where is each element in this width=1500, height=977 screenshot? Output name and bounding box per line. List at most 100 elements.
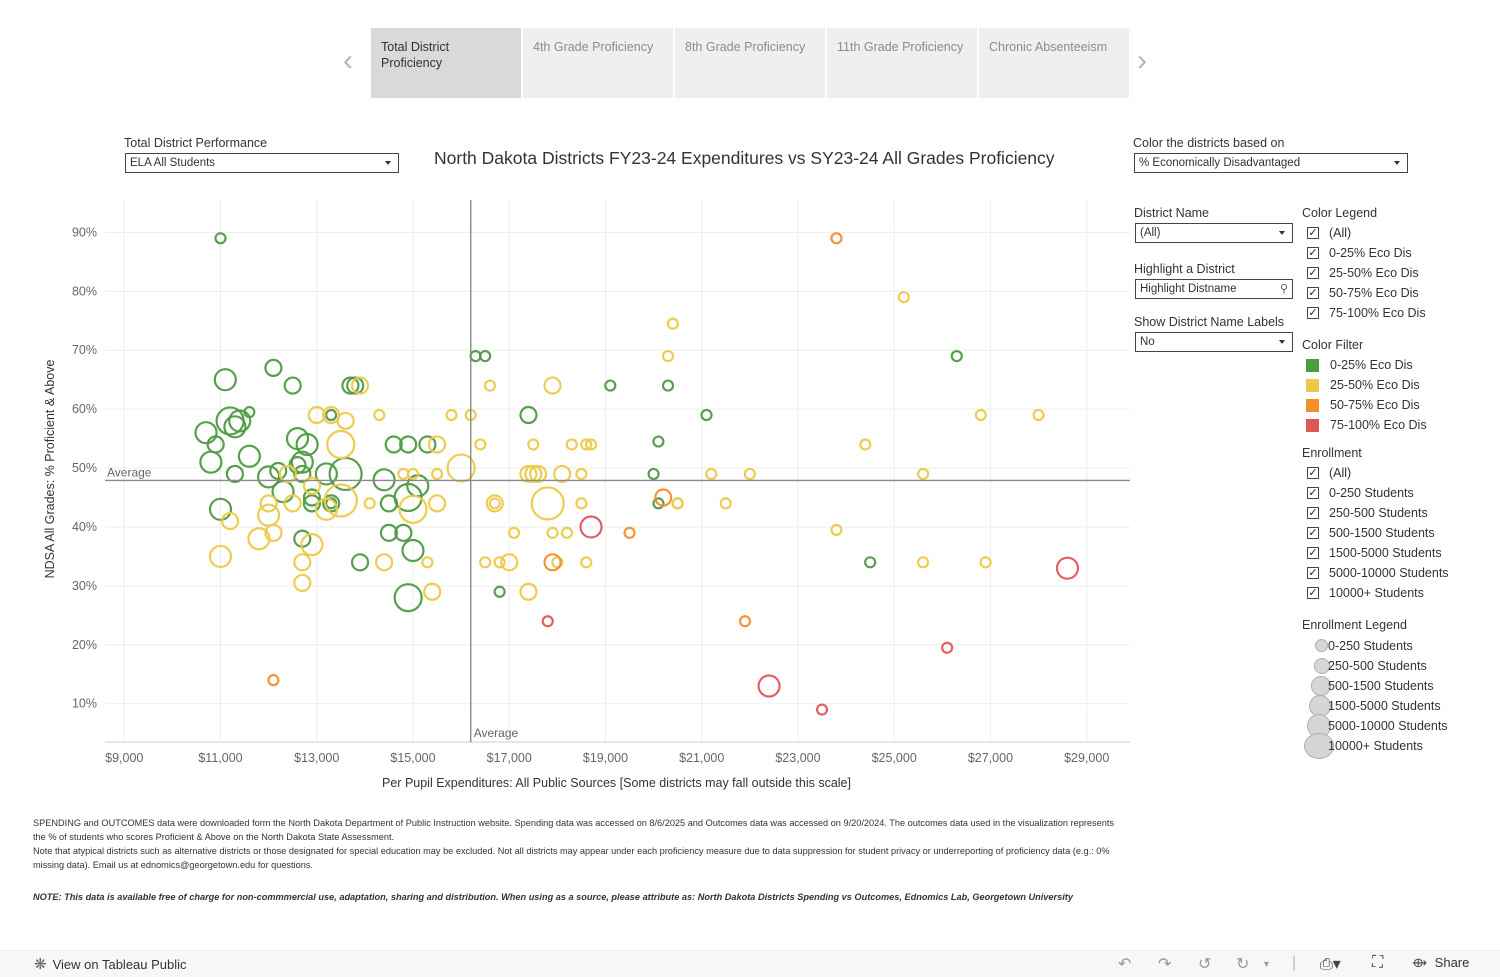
color-legend-item[interactable]: ✓ (All) <box>1307 226 1352 240</box>
data-point <box>363 497 376 510</box>
y-tick-label: 60% <box>72 402 97 416</box>
data-point <box>479 556 492 569</box>
color-legend-item[interactable]: ✓ 25-50% Eco Dis <box>1307 266 1419 280</box>
chevron-down-icon <box>1279 340 1285 344</box>
data-point <box>393 583 423 613</box>
data-point <box>237 444 261 468</box>
tab-total-district-proficiency[interactable]: Total District Proficiency <box>371 28 521 98</box>
x-tick-label: $17,000 <box>487 751 532 765</box>
checkbox-icon: ✓ <box>1307 307 1319 319</box>
download-icon[interactable]: ⎙▾ <box>1320 956 1341 973</box>
highlight-input[interactable]: Highlight Distname ⚲ <box>1135 279 1293 299</box>
color-by-label: Color the districts based on <box>1133 136 1285 150</box>
undo-icon[interactable]: ↶ <box>1118 956 1132 973</box>
enrollment-item[interactable]: ✓ 10000+ Students <box>1307 586 1424 600</box>
data-point <box>401 538 425 563</box>
district-name-label: District Name <box>1134 206 1210 220</box>
data-point <box>427 494 447 513</box>
x-axis-title: Per Pupil Expenditures: All Public Sourc… <box>382 776 851 790</box>
color-legend-item[interactable]: ✓ 75-100% Eco Dis <box>1307 306 1426 320</box>
data-point <box>979 556 992 569</box>
enrollment-list: ✓ (All) ✓ 0-250 Students ✓ 250-500 Students… <box>1307 463 1449 603</box>
enrollment-item[interactable]: ✓ (All) <box>1307 466 1352 480</box>
show-labels-label: Show District Name Labels <box>1134 315 1285 329</box>
fullscreen-icon[interactable]: ⛶ <box>1372 954 1384 971</box>
data-point <box>469 350 482 363</box>
data-point <box>418 435 437 454</box>
average-label-vertical: Average <box>474 726 519 740</box>
enrollment-legend-item: 5000-10000 Students <box>1302 714 1462 738</box>
performance-filter-label: Total District Performance <box>124 136 268 150</box>
data-point <box>293 464 312 484</box>
chart-title: North Dakota Districts FY23-24 Expenditu… <box>434 148 1055 168</box>
divider-icon: | <box>1292 954 1297 971</box>
data-point <box>213 368 237 392</box>
data-point <box>322 494 341 513</box>
tab-chronic-absenteeism[interactable]: Chronic Absenteeism <box>979 28 1129 98</box>
show-labels-select[interactable]: No <box>1135 332 1293 352</box>
show-labels-value: No <box>1140 336 1155 348</box>
view-on-tableau-link[interactable]: ❋ View on Tableau Public <box>34 956 187 973</box>
tab-8th-grade-proficiency[interactable]: 8th Grade Proficiency <box>675 28 825 98</box>
tab-11th-grade-proficiency[interactable]: 11th Grade Proficiency <box>827 28 977 98</box>
bottom-toolbar <box>0 950 1500 977</box>
x-tick-label: $19,000 <box>583 751 628 765</box>
performance-filter-select[interactable]: ELA All Students <box>125 153 399 173</box>
x-tick-label: $29,000 <box>1064 751 1109 765</box>
data-point <box>228 409 252 433</box>
share-button[interactable]: ⟴ Share <box>1412 955 1470 970</box>
data-point <box>259 494 278 513</box>
prev-tab-chevron-left-icon[interactable]: ‹ <box>343 44 353 77</box>
enrollment-item[interactable]: ✓ 1500-5000 Students <box>1307 546 1442 560</box>
data-point <box>757 674 781 698</box>
data-point <box>225 464 245 484</box>
refresh-icon[interactable]: ↻ <box>1236 956 1250 973</box>
data-point <box>346 376 365 395</box>
district-name-select[interactable]: (All) <box>1135 223 1293 243</box>
data-point <box>394 523 413 542</box>
color-filter-list: 0-25% Eco Dis 25-50% Eco Dis 50-75% Eco … <box>1306 355 1427 435</box>
enrollment-item[interactable]: ✓ 0-250 Students <box>1307 486 1414 500</box>
data-point <box>295 432 319 457</box>
data-point <box>941 641 954 654</box>
x-tick-label: $25,000 <box>872 751 917 765</box>
color-legend-list: ✓ (All) ✓ 0-25% Eco Dis ✓ 25-50% Eco Dis ✓ 5… <box>1307 223 1426 323</box>
tab-4th-grade-proficiency[interactable]: 4th Grade Proficiency <box>523 28 673 98</box>
data-point <box>375 553 394 572</box>
data-point <box>565 438 578 451</box>
data-point <box>302 476 322 495</box>
data-point <box>350 553 370 572</box>
enrollment-legend-item: 500-1500 Students <box>1302 676 1462 696</box>
enrollment-item[interactable]: ✓ 500-1500 Students <box>1307 526 1435 540</box>
enrollment-legend-item: 1500-5000 Students <box>1302 695 1462 717</box>
checkbox-icon: ✓ <box>1307 227 1319 239</box>
color-legend-item[interactable]: ✓ 0-25% Eco Dis <box>1307 246 1412 260</box>
pause-dropdown-icon[interactable]: ▾ <box>1264 959 1270 970</box>
color-by-select[interactable]: % Economically Disadvantaged <box>1134 153 1408 173</box>
data-point <box>666 317 679 330</box>
data-point <box>580 438 593 451</box>
revert-icon[interactable]: ↺ <box>1198 956 1212 973</box>
data-point <box>423 582 442 601</box>
x-tick-label: $13,000 <box>294 751 339 765</box>
enrollment-item[interactable]: ✓ 5000-10000 Students <box>1307 566 1449 580</box>
data-point <box>671 497 684 510</box>
data-point <box>350 376 370 395</box>
color-filter-item[interactable]: 0-25% Eco Dis <box>1306 355 1427 375</box>
color-filter-item[interactable]: 50-75% Eco Dis <box>1306 395 1427 415</box>
color-filter-item[interactable]: 75-100% Eco Dis <box>1306 415 1427 435</box>
next-tab-chevron-right-icon[interactable]: › <box>1137 44 1147 77</box>
data-point <box>208 544 233 569</box>
color-filter-item[interactable]: 25-50% Eco Dis <box>1306 375 1427 395</box>
redo-icon[interactable]: ↷ <box>1158 956 1172 973</box>
x-tick-label: $9,000 <box>105 751 143 765</box>
checkbox-icon: ✓ <box>1307 547 1319 559</box>
color-legend-item[interactable]: ✓ 50-75% Eco Dis <box>1307 286 1419 300</box>
data-point <box>654 488 673 507</box>
data-point <box>257 465 281 489</box>
data-point <box>336 411 355 431</box>
data-point <box>950 350 963 363</box>
data-point <box>283 376 302 395</box>
enrollment-item[interactable]: ✓ 250-500 Students <box>1307 506 1428 520</box>
color-by-value: % Economically Disadvantaged <box>1139 157 1301 169</box>
